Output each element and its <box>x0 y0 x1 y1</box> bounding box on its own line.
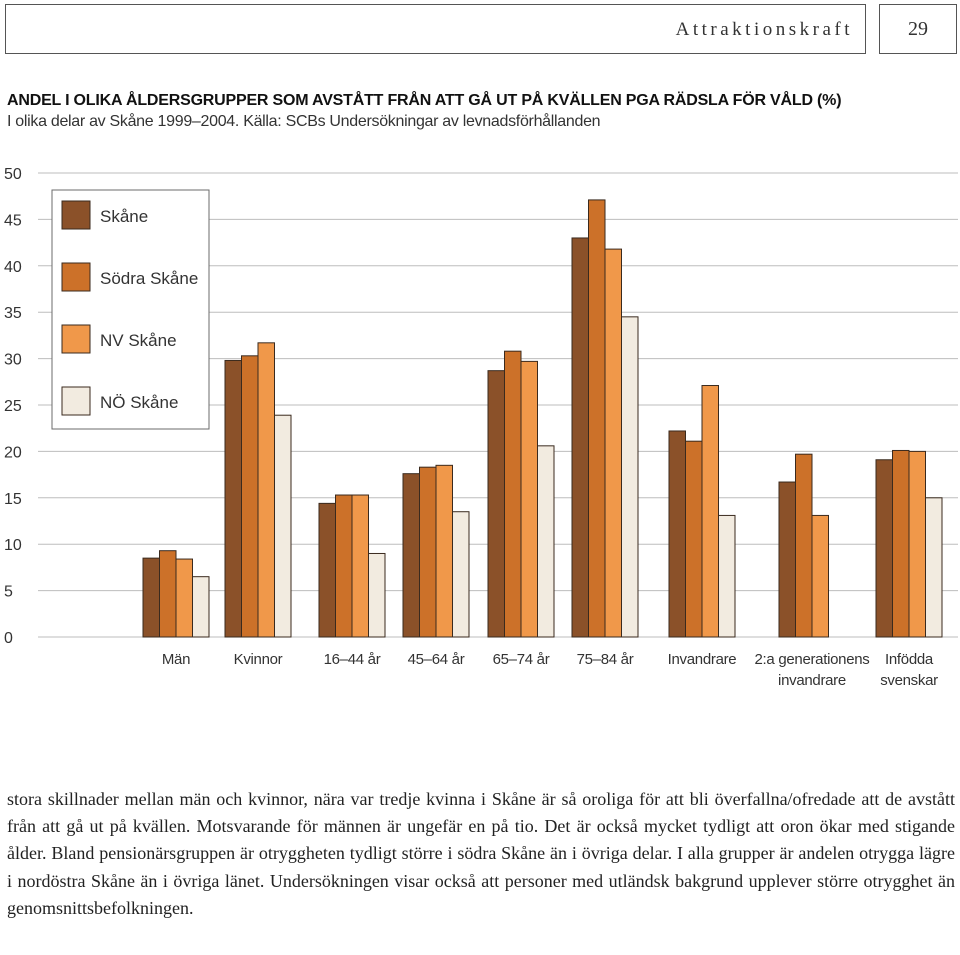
bar <box>318 502 336 638</box>
y-tick-label: 25 <box>4 398 22 415</box>
legend-swatch <box>61 262 91 292</box>
section-title: Attraktionskraft <box>675 19 853 40</box>
bar <box>487 370 505 638</box>
page-number-box: 29 <box>879 4 957 54</box>
y-tick-label: 30 <box>4 352 22 369</box>
bar <box>402 473 420 638</box>
legend-swatch <box>61 386 91 416</box>
chart-title: ANDEL I OLIKA ÅLDERSGRUPPER SOM AVSTÅTT … <box>7 92 842 109</box>
x-tick-label: Invandrare <box>668 651 737 668</box>
bar <box>142 557 160 638</box>
body-paragraph: stora skillnader mellan män och kvinnor,… <box>7 789 955 918</box>
x-tick-label: Kvinnor <box>234 651 283 668</box>
x-tick-label: Män <box>162 651 190 668</box>
bar <box>224 359 242 638</box>
bar <box>257 342 275 638</box>
bar <box>795 453 813 638</box>
y-tick-label: 10 <box>4 537 22 554</box>
bar <box>368 552 386 638</box>
x-tick-label: 45–64 år <box>408 651 465 668</box>
legend-swatch <box>61 324 91 354</box>
legend-label: NÖ Skåne <box>100 393 178 412</box>
legend-label: Södra Skåne <box>100 269 198 288</box>
x-tick-label: 2:a generationens <box>755 651 870 668</box>
y-tick-label: 15 <box>4 491 22 508</box>
bar <box>875 459 893 638</box>
legend-label: NV Skåne <box>100 331 177 350</box>
y-tick-label: 40 <box>4 259 22 276</box>
page-number: 29 <box>908 18 928 40</box>
bar <box>351 494 369 638</box>
bar-chart: 0 5 10 15 20 25 30 35 40 45 50 Män Kvinnor 16–44 år 45… <box>4 166 958 689</box>
y-tick-label: 50 <box>4 166 22 183</box>
bar <box>419 466 437 638</box>
x-tick-label: svenskar <box>880 672 938 689</box>
bar <box>811 514 829 638</box>
x-tick-label: 75–84 år <box>577 651 634 668</box>
bar <box>621 316 639 638</box>
legend-label: Skåne <box>100 207 148 226</box>
y-tick-label: 20 <box>4 444 22 461</box>
bar <box>504 350 522 638</box>
bar <box>520 360 538 638</box>
bar <box>588 199 606 638</box>
bar <box>668 430 686 638</box>
bar <box>435 464 453 638</box>
bar <box>175 558 193 638</box>
bar <box>241 355 259 638</box>
x-tick-label: 65–74 år <box>493 651 550 668</box>
bar <box>452 511 470 638</box>
bar <box>571 237 589 638</box>
bar <box>685 440 703 638</box>
y-tick-label: 0 <box>4 630 13 647</box>
y-tick-label: 45 <box>4 212 22 229</box>
chart-subtitle: I olika delar av Skåne 1999–2004. Källa:… <box>7 113 601 130</box>
bar <box>908 450 926 638</box>
y-tick-label: 5 <box>4 584 13 601</box>
bar <box>778 481 796 638</box>
bar <box>537 445 555 638</box>
bar <box>159 550 177 638</box>
x-tick-label: Infödda <box>885 651 934 668</box>
x-tick-label: 16–44 år <box>324 651 381 668</box>
bar <box>925 497 943 638</box>
bar <box>701 385 719 638</box>
running-header-box: Attraktionskraft <box>5 4 866 54</box>
bar <box>192 576 210 638</box>
legend-swatch <box>61 200 91 230</box>
bar <box>274 414 292 638</box>
y-tick-label: 35 <box>4 305 22 322</box>
bar <box>604 248 622 638</box>
bar <box>718 514 736 638</box>
bar <box>892 449 910 638</box>
x-tick-label: invandrare <box>778 672 846 689</box>
bar <box>335 494 353 638</box>
